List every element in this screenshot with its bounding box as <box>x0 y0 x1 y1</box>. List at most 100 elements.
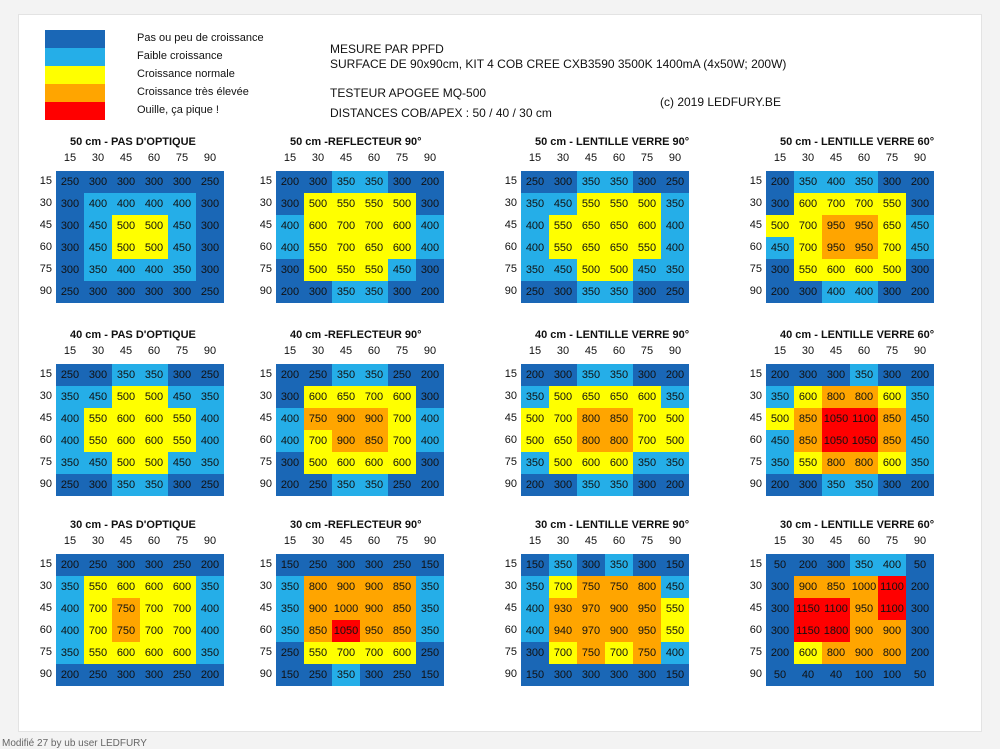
heatmap-cell: 650 <box>577 237 605 259</box>
heatmap-cell: 400 <box>168 193 196 215</box>
heatmap-cell: 450 <box>168 452 196 474</box>
y-tick-label: 15 <box>749 558 762 570</box>
heatmap-cell: 150 <box>276 664 304 686</box>
x-tick-label: 15 <box>773 535 787 547</box>
heatmap-cell: 200 <box>766 281 794 303</box>
heatmap-cell: 800 <box>850 452 878 474</box>
heatmap-cell: 400 <box>416 215 444 237</box>
heatmap-cell: 900 <box>304 598 332 620</box>
heatmap-cell: 950 <box>822 215 850 237</box>
heatmap-cell: 950 <box>822 237 850 259</box>
heatmap-cell: 300 <box>56 237 84 259</box>
y-tick-label: 75 <box>259 263 272 275</box>
y-tick-label: 45 <box>504 219 517 231</box>
heatmap-cell: 600 <box>388 642 416 664</box>
heatmap-cell: 250 <box>196 281 224 303</box>
heatmap-cell: 400 <box>521 215 549 237</box>
heatmap-cell: 600 <box>360 452 388 474</box>
heatmap-cell: 350 <box>605 554 633 576</box>
heatmap-cell: 250 <box>661 281 689 303</box>
heatmap-cell: 300 <box>577 664 605 686</box>
heatmap-cell: 550 <box>332 259 360 281</box>
heatmap-cell: 650 <box>549 430 577 452</box>
x-tick-label: 75 <box>175 152 189 164</box>
x-tick-label: 30 <box>801 345 815 357</box>
header-line-3: TESTEUR APOGEE MQ-500 <box>330 86 487 100</box>
heatmap-cell: 450 <box>84 386 112 408</box>
copyright: (c) 2019 LEDFURY.BE <box>660 95 781 109</box>
heatmap-cell: 1100 <box>822 598 850 620</box>
heatmap-cell: 300 <box>633 554 661 576</box>
heatmap-cell: 800 <box>822 452 850 474</box>
legend-label: Pas ou peu de croissance <box>137 32 264 44</box>
y-tick-label: 90 <box>259 668 272 680</box>
heatmap-cell: 250 <box>84 554 112 576</box>
heatmap-cell: 600 <box>168 576 196 598</box>
y-tick-label: 45 <box>259 219 272 231</box>
y-tick-label: 60 <box>259 241 272 253</box>
heatmap-cell: 350 <box>521 386 549 408</box>
heatmap-cell: 400 <box>276 430 304 452</box>
heatmap-cell: 300 <box>84 281 112 303</box>
y-tick-label: 75 <box>504 263 517 275</box>
heatmap-cell: 850 <box>388 576 416 598</box>
heatmap-cell: 300 <box>633 281 661 303</box>
heatmap-cell: 300 <box>196 215 224 237</box>
heatmap-cell: 500 <box>633 193 661 215</box>
heatmap-cell: 200 <box>906 474 934 496</box>
heatmap-cell: 700 <box>168 598 196 620</box>
heatmap-cell: 200 <box>196 554 224 576</box>
heatmap-cell: 800 <box>822 386 850 408</box>
heatmap-cell: 350 <box>661 386 689 408</box>
heatmap-cell: 300 <box>906 259 934 281</box>
heatmap-cell: 350 <box>521 452 549 474</box>
y-tick-label: 60 <box>39 241 52 253</box>
heatmap-cell: 850 <box>822 576 850 598</box>
heatmap-cell: 500 <box>521 408 549 430</box>
heatmap-cell: 350 <box>56 386 84 408</box>
heatmap-cell: 350 <box>276 598 304 620</box>
y-tick-label: 45 <box>39 602 52 614</box>
heatmap-cell: 400 <box>521 620 549 642</box>
heatmap-cell: 200 <box>416 281 444 303</box>
heatmap-cell: 300 <box>416 386 444 408</box>
heatmap-cell: 300 <box>388 171 416 193</box>
y-tick-label: 90 <box>749 668 762 680</box>
x-tick-label: 15 <box>528 152 542 164</box>
heatmap-cell: 700 <box>633 408 661 430</box>
heatmap-cell: 300 <box>304 281 332 303</box>
heatmap-cell: 600 <box>140 430 168 452</box>
heatmap-cell: 600 <box>794 193 822 215</box>
x-tick-label: 45 <box>829 535 843 547</box>
heatmap-cell: 200 <box>906 281 934 303</box>
heatmap-cell: 200 <box>906 171 934 193</box>
x-tick-label: 75 <box>640 535 654 547</box>
panel-title: 40 cm -REFLECTEUR 90° <box>290 329 422 341</box>
heatmap-cell: 500 <box>388 193 416 215</box>
heatmap-cell: 150 <box>521 554 549 576</box>
y-tick-label: 30 <box>749 197 762 209</box>
x-tick-label: 45 <box>339 535 353 547</box>
heatmap-cell: 800 <box>633 576 661 598</box>
heatmap-cell: 350 <box>577 364 605 386</box>
heatmap-cell: 250 <box>84 664 112 686</box>
x-tick-label: 75 <box>175 535 189 547</box>
y-tick-label: 60 <box>504 624 517 636</box>
heatmap-cell: 600 <box>388 215 416 237</box>
heatmap-cell: 550 <box>577 193 605 215</box>
x-tick-label: 90 <box>668 345 682 357</box>
panel-title: 40 cm - PAS D'OPTIQUE <box>70 329 196 341</box>
y-tick-label: 15 <box>259 368 272 380</box>
heatmap-cell: 400 <box>276 215 304 237</box>
y-tick-label: 45 <box>749 412 762 424</box>
heatmap-cell: 350 <box>332 474 360 496</box>
heatmap-cell: 300 <box>112 554 140 576</box>
heatmap-cell: 300 <box>878 474 906 496</box>
y-tick-label: 45 <box>39 219 52 231</box>
heatmap-cell: 350 <box>766 452 794 474</box>
heatmap-cell: 400 <box>822 171 850 193</box>
heatmap-cell: 400 <box>276 237 304 259</box>
legend-label: Faible croissance <box>137 50 223 62</box>
heatmap-cell: 500 <box>112 386 140 408</box>
heatmap-cell: 300 <box>605 664 633 686</box>
